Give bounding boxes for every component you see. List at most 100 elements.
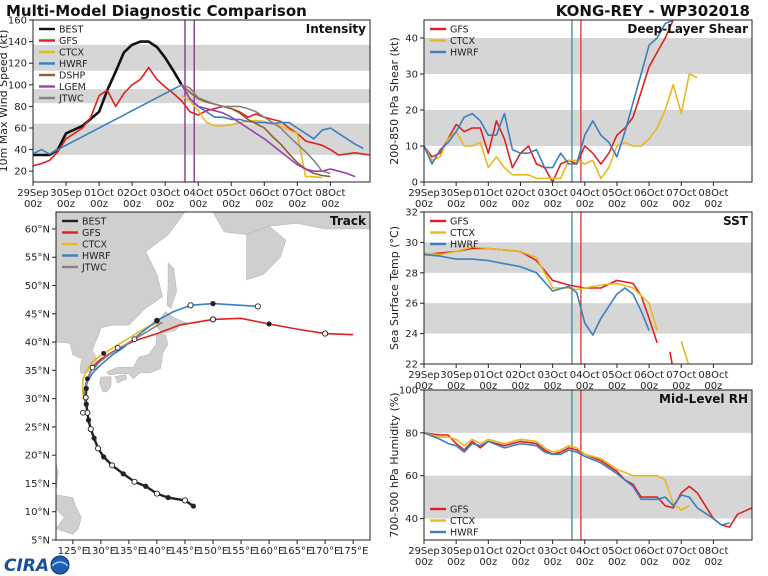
track-ytick-label: 45°N [25,309,50,320]
rh-xtick-day: 29Sep [408,546,440,557]
track-marker-filled [85,376,90,382]
sst-ytick-label: 26 [405,299,418,310]
rh-ytick-label: 100 [399,386,418,397]
track-marker-open [89,364,96,371]
rh-series-hwrf [424,432,730,526]
intensity-xtick-day: 29Sep [17,188,49,199]
philippines-south [56,494,82,535]
sst-series-ctcx [424,246,658,331]
cira-logo-text: CIRA [4,556,49,576]
track-ytick-label: 50°N [25,281,50,292]
intensity-ytick-label: 160 [8,16,27,27]
sst-xtick-hour: 00z [544,381,562,392]
rh-ytick-label: 60 [405,471,418,482]
intensity-xtick-day: 04Oct [183,188,213,199]
shear-panel: 01020304029Sep00z30Sep00z01Oct00z02Oct00… [388,19,753,210]
shear-xtick-day: 03Oct [538,188,568,199]
track-xtick-label: 130°E [86,546,116,557]
shear-legend-label-gfs: GFS [450,25,469,36]
sst-ytick-label: 24 [405,329,418,340]
right-title: KONG-REY - WP302018 [555,2,750,20]
shear-ytick-label: 40 [405,34,418,45]
track-marker-open [187,302,194,309]
track-ytick-label: 40°N [25,338,50,349]
sst-xtick-hour: 00z [576,381,594,392]
intensity-legend-label-gfs: GFS [59,36,78,47]
rh-xtick-day: 07Oct [666,546,696,557]
track-xtick-label: 145°E [170,546,200,557]
track-marker-filled [83,385,89,392]
track-legend-label-ctcx: CTCX [82,240,108,251]
intensity-ylabel: 10m Max Wind Speed (kt) [0,30,10,173]
track-xtick-label: 140°E [142,546,172,557]
sst-ytick-label: 30 [405,238,418,249]
shear-xtick-day: 04Oct [570,188,600,199]
track-marker-open [210,316,216,323]
sst-xtick-hour: 00z [704,381,722,392]
rh-xtick-hour: 00z [447,557,465,568]
rh-title: Mid-Level RH [659,392,748,406]
track-marker-open [109,462,116,469]
shear-series-group [424,20,698,182]
track-ytick-label: 5°N [31,536,50,547]
globe-arc [51,561,69,567]
track-marker-open [80,409,86,416]
rh-xtick-day: 05Oct [602,546,632,557]
sst-xtick-day: 01Oct [473,370,503,381]
rh-panel: 40608010029Sep00z30Sep00z01Oct00z02Oct00… [388,386,753,568]
sst-frame [423,211,753,365]
shear-ytick-label: 30 [405,70,418,81]
shear-xtick-hour: 00z [672,199,690,210]
rh-legend-label-ctcx: CTCX [450,516,476,527]
globe-icon [50,555,70,575]
shear-ytick-label: 20 [405,106,418,117]
track-legend-label-hwrf: HWRF [82,251,111,262]
sst-legend-label-ctcx: CTCX [450,228,476,239]
shear-xtick-hour: 00z [479,199,497,210]
track-marker-filled [101,454,107,460]
sst-xtick-hour: 00z [672,381,690,392]
shear-xtick-day: 07Oct [666,188,696,199]
rh-ytick-label: 40 [405,514,418,525]
rh-xtick-hour: 00z [672,557,690,568]
track-marker-open [87,426,94,433]
northeast-land [212,212,370,235]
track-panel: 125°E130°E135°E140°E145°E150°E155°E160°E… [25,211,371,557]
shear-legend-label-ctcx: CTCX [450,36,476,47]
kyushu [99,376,112,393]
shear-title: Deep-Layer Shear [627,22,748,36]
track-marker-filled [83,401,89,407]
intensity-xtick-hour: 00z [255,199,273,210]
shear-xtick-hour: 00z [415,199,433,210]
intensity-xtick-day: 02Oct [117,188,147,199]
sst-xtick-hour: 00z [479,381,497,392]
rh-xtick-day: 02Oct [505,546,535,557]
track-xtick-label: 125°E [58,546,88,557]
sst-xtick-day: 06Oct [634,370,664,381]
sst-xtick-hour: 00z [511,381,529,392]
intensity-panel: 2040608010012014016029Sep00z30Sep00z01Oc… [0,16,371,210]
intensity-legend-label-lgem: LGEM [59,82,86,93]
track-marker-filled [120,471,126,477]
intensity-legend-label-best: BEST [59,25,84,36]
track-marker-open [181,497,189,504]
sst-xtick-day: 04Oct [570,370,600,381]
track-ytick-label: 30°N [25,394,50,405]
intensity-xtick-hour: 00z [189,199,207,210]
sst-title: SST [723,214,749,228]
track-ytick-label: 55°N [25,253,50,264]
track-marker-filled [154,318,160,323]
intensity-xtick-day: 05Oct [216,188,246,199]
shear-xtick-day: 05Oct [602,188,632,199]
shear-frame [423,19,753,183]
track-series-ctcx [82,321,160,405]
rh-xtick-hour: 00z [640,557,658,568]
track-marker-filled [210,301,216,307]
sst-xtick-hour: 00z [608,381,626,392]
track-xtick-label: 170°E [310,546,340,557]
intensity-xtick-hour: 00z [321,199,339,210]
track-xtick-label: 165°E [282,546,312,557]
rh-xtick-day: 03Oct [538,546,568,557]
rh-band-0 [424,475,752,519]
track-legend-label-gfs: GFS [82,228,101,239]
